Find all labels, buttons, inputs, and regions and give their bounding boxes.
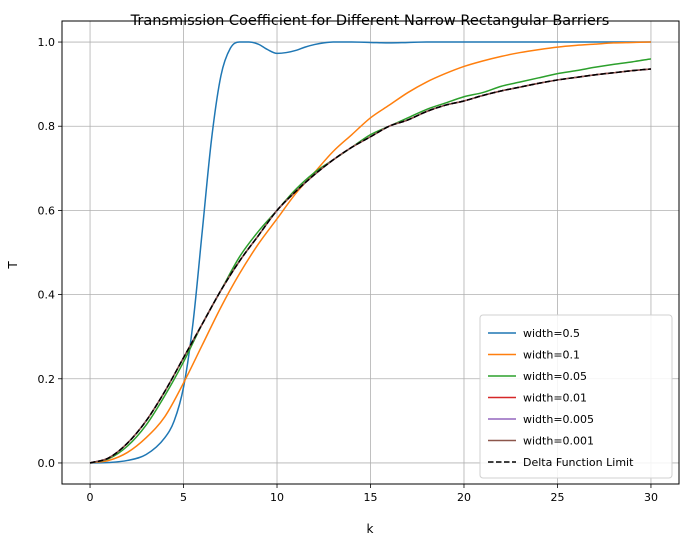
legend: width=0.5 width=0.1 width=0.05 width=0.01 wi… [479, 314, 673, 479]
legend-box [479, 314, 673, 479]
y-ticks: 0.0 0.2 0.4 0.6 0.8 1.0 [38, 36, 62, 470]
legend-label: width=0.05 [523, 370, 587, 383]
legend-label: width=0.005 [523, 413, 594, 426]
series-line-0 [90, 41, 651, 464]
series-line-6 [89, 68, 652, 464]
legend-label: width=0.1 [523, 349, 580, 362]
series-line-2 [89, 58, 652, 464]
x-tick-label: 10 [270, 491, 284, 504]
x-ticks: 0 5 10 15 20 25 30 [87, 484, 658, 504]
series-lines [89, 41, 652, 464]
y-tick-label: 0.0 [38, 457, 56, 470]
legend-label: width=0.001 [523, 435, 594, 448]
x-tick-label: 20 [457, 491, 471, 504]
y-tick-label: 1.0 [38, 36, 56, 49]
y-axis-label: T [6, 261, 20, 270]
x-tick-label: 0 [87, 491, 94, 504]
y-tick-label: 0.6 [38, 204, 56, 217]
x-axis-label: k [367, 522, 374, 536]
x-tick-label: 30 [644, 491, 658, 504]
y-tick-label: 0.8 [38, 120, 56, 133]
x-tick-label: 15 [364, 491, 378, 504]
y-tick-label: 0.4 [38, 289, 56, 302]
x-tick-label: 5 [180, 491, 187, 504]
x-tick-label: 25 [550, 491, 564, 504]
legend-label: width=0.01 [523, 392, 587, 405]
series-line-1 [89, 41, 651, 464]
y-tick-label: 0.2 [38, 373, 56, 386]
legend-label: Delta Function Limit [523, 456, 634, 469]
legend-label: width=0.5 [523, 327, 580, 340]
